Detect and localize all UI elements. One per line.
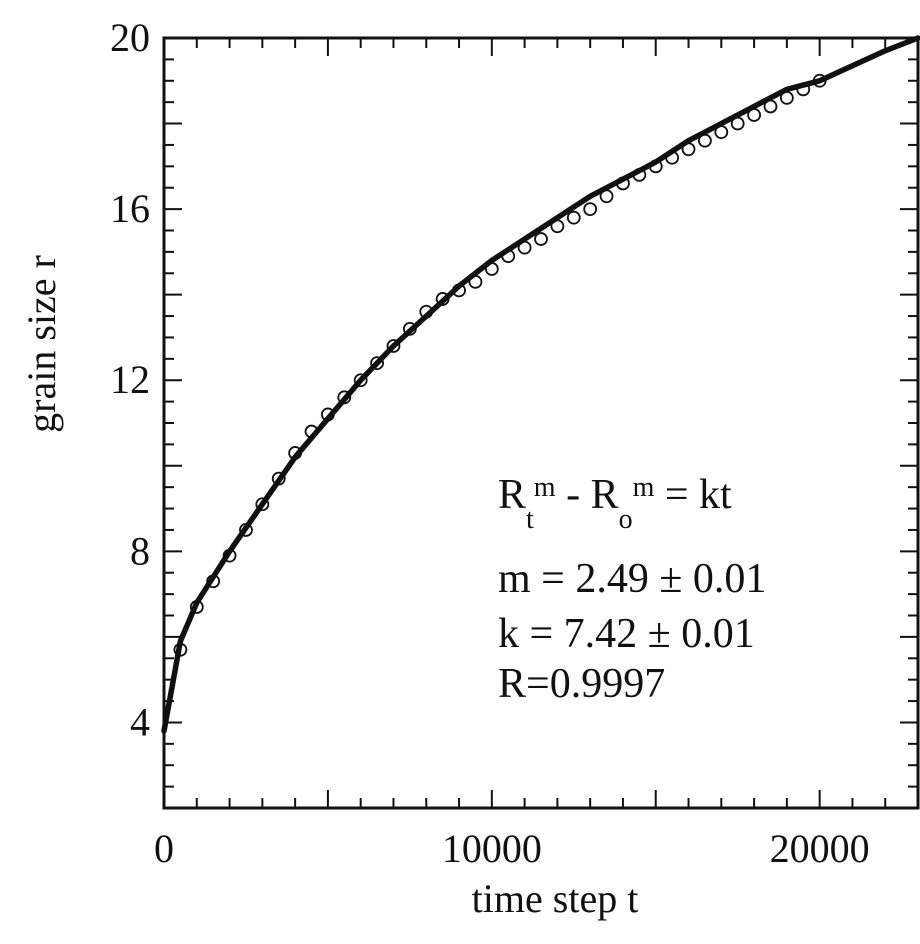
- data-point: [730, 116, 745, 131]
- data-point: [386, 339, 401, 353]
- x-tick-label: 0: [154, 826, 174, 871]
- tick-labels: 0 10000 20000 4 8 12 16 20: [110, 15, 870, 871]
- data-point: [534, 232, 548, 246]
- x-tick-label: 10000: [442, 826, 542, 871]
- data-point: [402, 321, 417, 336]
- ticks: [163, 37, 919, 809]
- data-point: [648, 159, 663, 174]
- formula-mid: - R: [556, 472, 619, 518]
- y-tick-label: 20: [110, 15, 150, 60]
- data-point: [517, 240, 532, 255]
- data-point: [681, 142, 696, 157]
- data-point: [812, 73, 827, 88]
- data-point: [271, 471, 286, 486]
- k-annotation: k = 7.42 ± 0.01: [498, 611, 755, 657]
- data-point: [747, 108, 761, 122]
- data-point: [321, 407, 335, 422]
- y-tick-label: 12: [110, 357, 150, 402]
- data-point: [779, 90, 794, 105]
- fit-annotation: Rtm - Rom = kt m = 2.49 ± 0.01 k = 7.42 …: [498, 472, 766, 707]
- data-point: [763, 99, 778, 114]
- fit-line: [161, 35, 920, 734]
- formula-rest: = kt: [654, 472, 732, 518]
- data-point: [714, 125, 729, 140]
- data-point: [206, 574, 221, 589]
- x-tick-label: 20000: [770, 826, 870, 871]
- plot-frame: [162, 36, 920, 810]
- y-tick-label: 8: [130, 528, 150, 573]
- formula-sup1: m: [534, 472, 556, 503]
- y-tick-label: 4: [130, 699, 150, 744]
- data-point: [419, 304, 434, 319]
- data-point: [484, 262, 499, 276]
- data-point: [337, 390, 352, 405]
- data-point: [468, 274, 483, 289]
- data-point: [288, 446, 303, 460]
- data-point: [222, 548, 237, 563]
- data-point: [452, 283, 466, 298]
- m-annotation: m = 2.49 ± 0.01: [498, 556, 766, 602]
- data-point: [173, 642, 188, 657]
- data-point: [304, 424, 319, 439]
- data-point: [566, 210, 581, 225]
- data-point: [255, 497, 270, 512]
- formula-sub1: t: [526, 504, 534, 535]
- data-point: [599, 189, 614, 204]
- data-point: [796, 82, 811, 97]
- y-axis-title: grain size r: [19, 255, 64, 433]
- x-axis-title: time step t: [472, 876, 639, 921]
- formula-sub2: o: [619, 504, 633, 535]
- formula-annotation: Rtm - Rom = kt: [498, 472, 732, 535]
- data-point: [370, 356, 384, 371]
- data-point: [550, 219, 565, 234]
- data-point: [665, 150, 680, 165]
- data-point: [239, 523, 253, 537]
- data-point: [501, 249, 516, 264]
- data-point: [353, 373, 368, 388]
- data-points: [173, 73, 827, 657]
- data-point: [632, 167, 647, 182]
- data-point: [435, 292, 450, 306]
- fit-line-group: [161, 35, 920, 734]
- data-point: [698, 133, 712, 148]
- formula-sup2: m: [633, 472, 655, 503]
- data-point: [583, 202, 598, 217]
- y-tick-label: 16: [110, 186, 150, 231]
- data-point: [189, 600, 204, 614]
- r-annotation: R=0.9997: [498, 661, 665, 707]
- data-point: [616, 176, 630, 191]
- formula-r1: R: [498, 472, 526, 518]
